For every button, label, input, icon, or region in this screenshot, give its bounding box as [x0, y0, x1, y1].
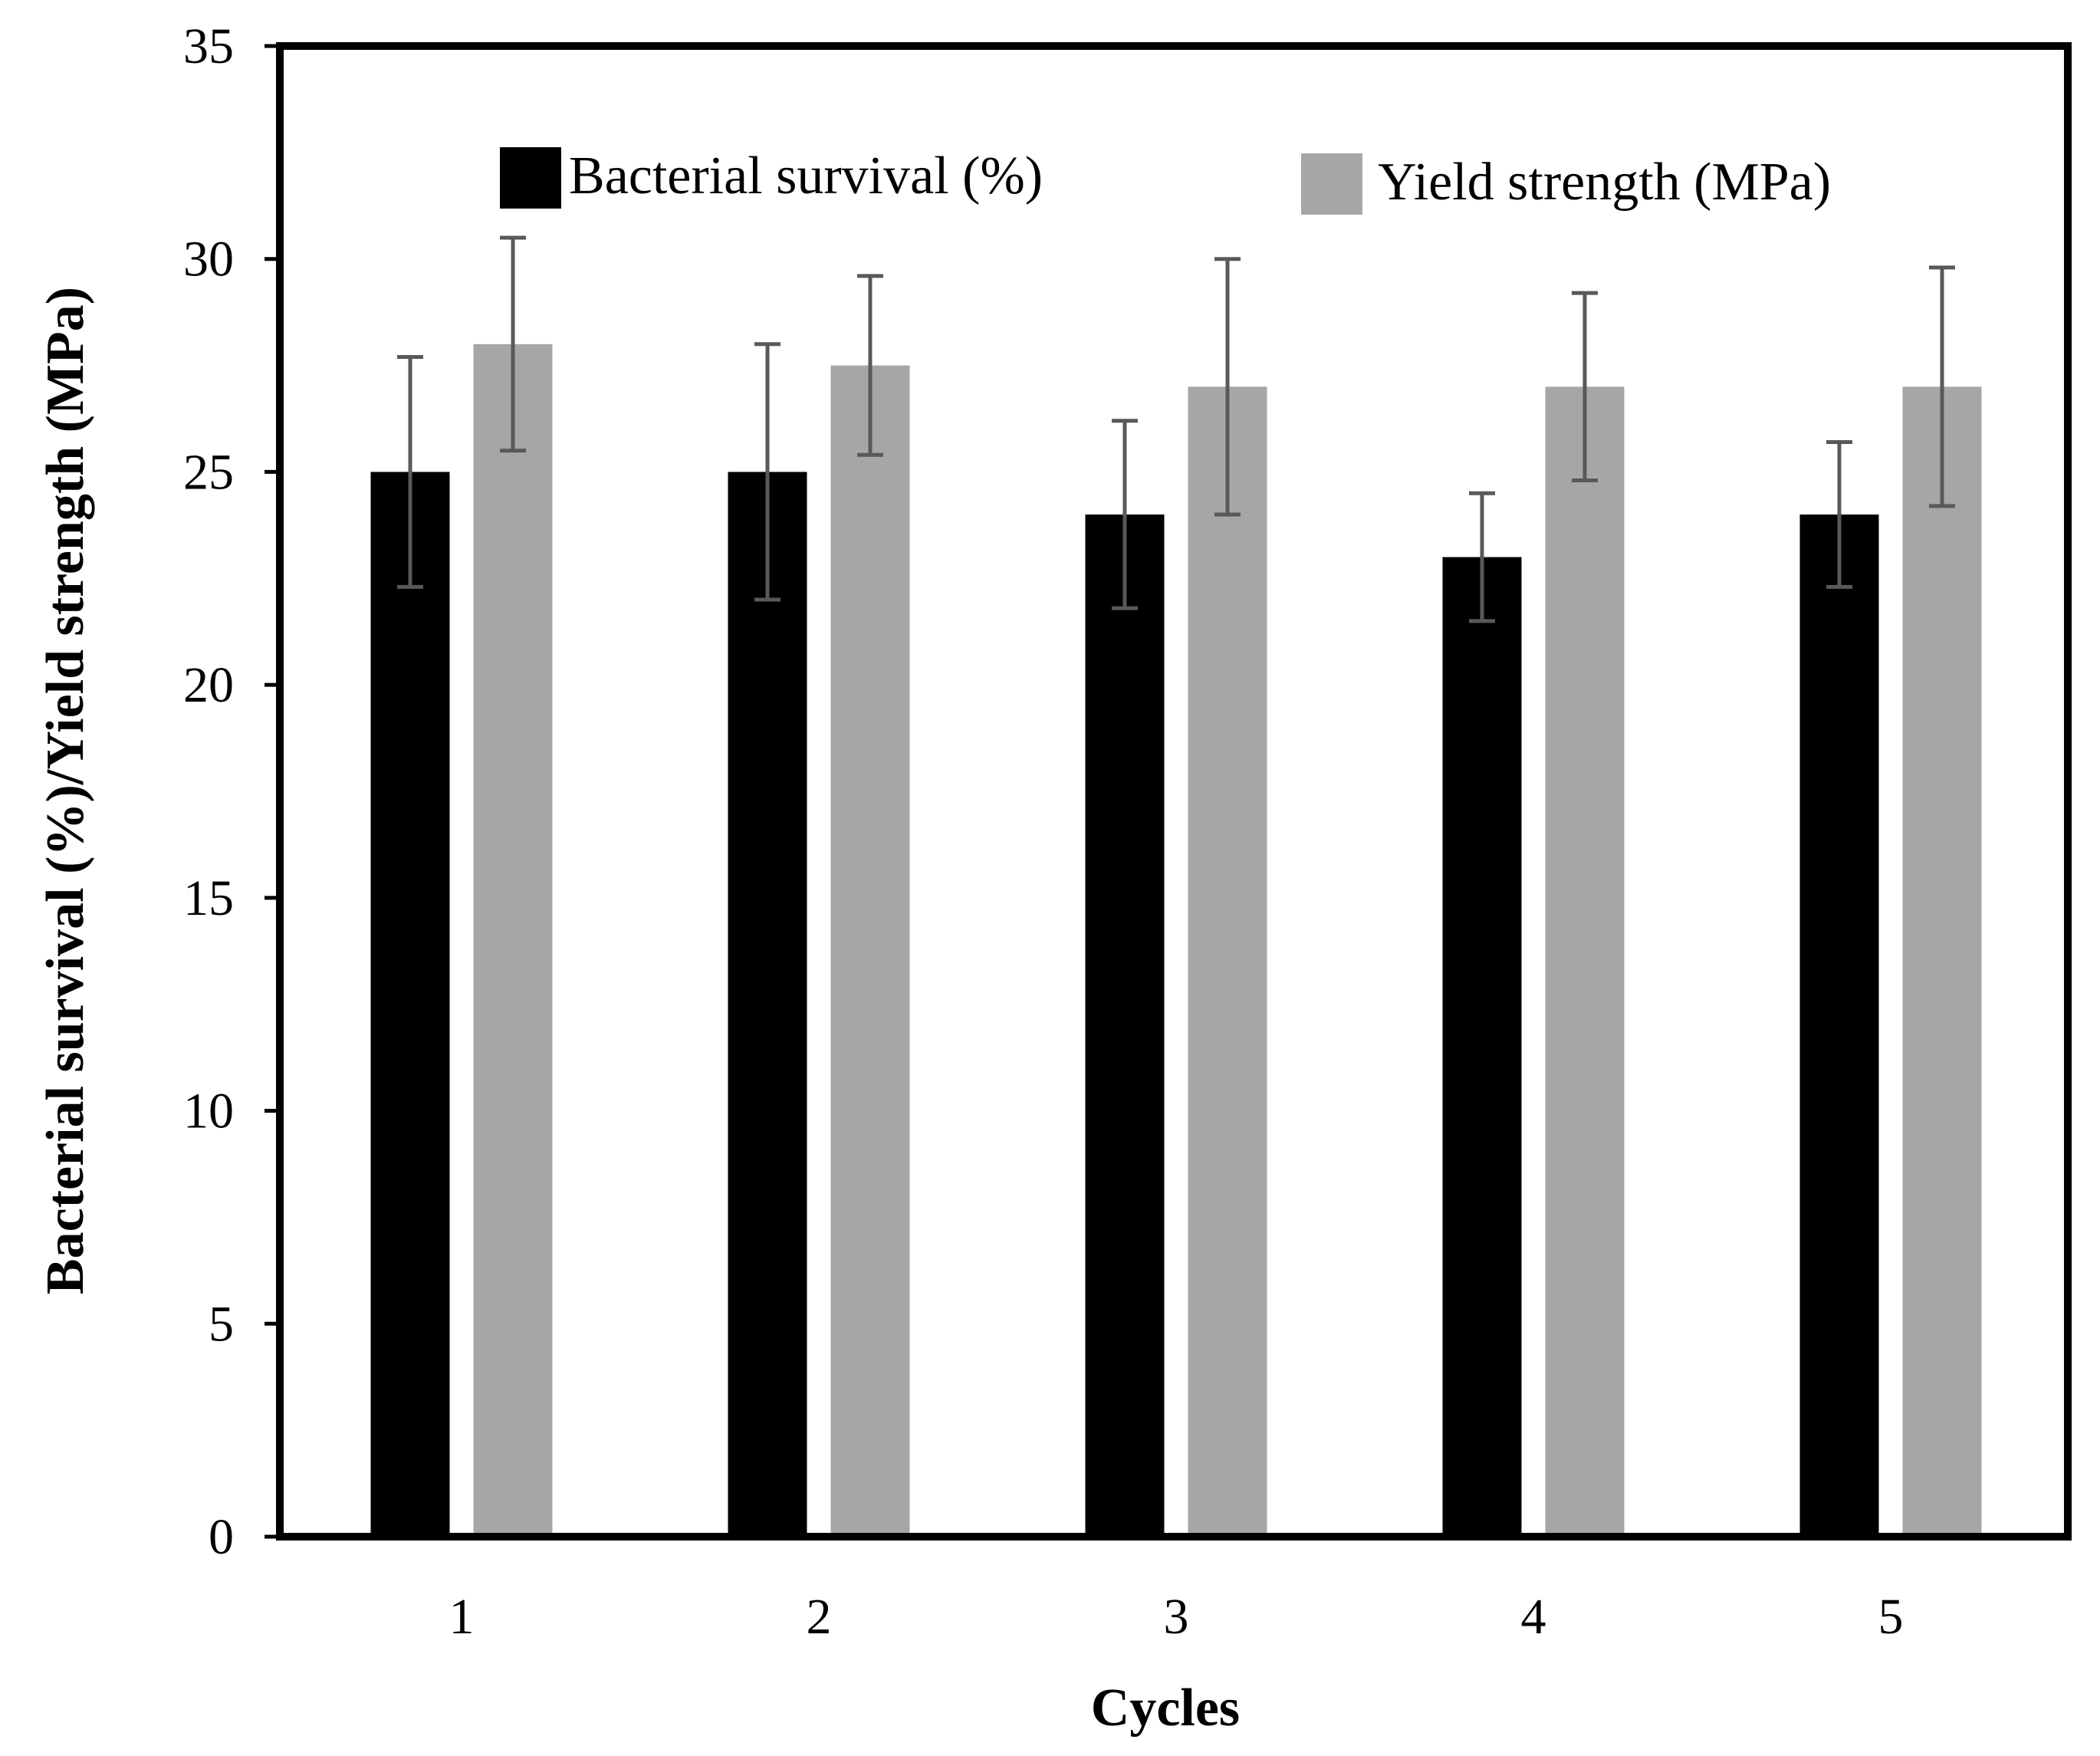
error-bar-bacterial-survival-cycle-4: [1469, 491, 1495, 623]
bar-yield-strength-mpa-cycle-4: [1545, 386, 1625, 1537]
x-axis-title: Cycles: [1091, 1679, 1240, 1738]
x-tick-label: 5: [1878, 1589, 1904, 1645]
bar-bacterial-survival-cycle-2: [728, 472, 807, 1537]
bar-bacterial-survival-cycle-5: [1799, 514, 1879, 1537]
legend: Bacterial survival (%) Yield strength (M…: [500, 146, 1831, 215]
legend-label-yield-strength: Yield strength (MPa): [1378, 153, 1831, 212]
x-tick-label: 4: [1521, 1589, 1546, 1645]
bar-yield-strength-mpa-cycle-3: [1188, 386, 1267, 1537]
legend-label-bacterial-survival: Bacterial survival (%): [569, 146, 1043, 206]
x-tick-label: 1: [449, 1589, 475, 1645]
y-tick-label: 5: [209, 1296, 234, 1352]
y-tick-label: 30: [183, 232, 234, 288]
x-tick-label: 2: [807, 1589, 832, 1645]
bar-bacterial-survival-cycle-4: [1442, 557, 1522, 1537]
y-tick-label: 25: [183, 444, 234, 500]
x-axis-ticks: 1 2 3 4 5: [449, 1589, 1904, 1645]
error-bar-bacterial-survival-cycle-1: [397, 354, 423, 589]
bar-bacterial-survival-cycle-1: [370, 472, 450, 1537]
error-bar-yield-strength-mpa-cycle-3: [1214, 257, 1241, 517]
error-bar-bacterial-survival-cycle-2: [754, 342, 781, 602]
bar-yield-strength-mpa-cycle-5: [1902, 386, 1982, 1537]
y-tick-label: 15: [183, 870, 234, 926]
bar-yield-strength-mpa-cycle-1: [473, 344, 553, 1537]
plot-frame: [276, 42, 2072, 1541]
error-bar-bacterial-survival-cycle-5: [1826, 440, 1852, 589]
legend-swatch-bacterial-survival: [500, 147, 561, 209]
y-axis-title: Bacterial survival (%)/Yield strength (M…: [36, 287, 95, 1294]
bars-layer: [370, 344, 1982, 1537]
error-bar-yield-strength-mpa-cycle-2: [857, 274, 883, 457]
y-tick-label: 35: [183, 18, 234, 74]
bar-yield-strength-mpa-cycle-2: [830, 365, 910, 1537]
legend-swatch-yield-strength: [1301, 153, 1362, 215]
x-tick-label: 3: [1164, 1589, 1189, 1645]
y-tick-label: 10: [183, 1084, 234, 1139]
y-tick-label: 20: [183, 657, 234, 713]
error-bar-bacterial-survival-cycle-3: [1112, 419, 1138, 610]
y-tick-label: 0: [209, 1509, 234, 1565]
error-bar-yield-strength-mpa-cycle-4: [1572, 291, 1598, 483]
y-axis-ticks: 0 5 10 15 20 25 30 35: [183, 18, 280, 1565]
error-bar-yield-strength-mpa-cycle-5: [1929, 265, 1955, 508]
error-bar-yield-strength-mpa-cycle-1: [500, 235, 526, 453]
bar-bacterial-survival-cycle-3: [1085, 514, 1165, 1537]
error-bars-layer: [397, 235, 1955, 623]
